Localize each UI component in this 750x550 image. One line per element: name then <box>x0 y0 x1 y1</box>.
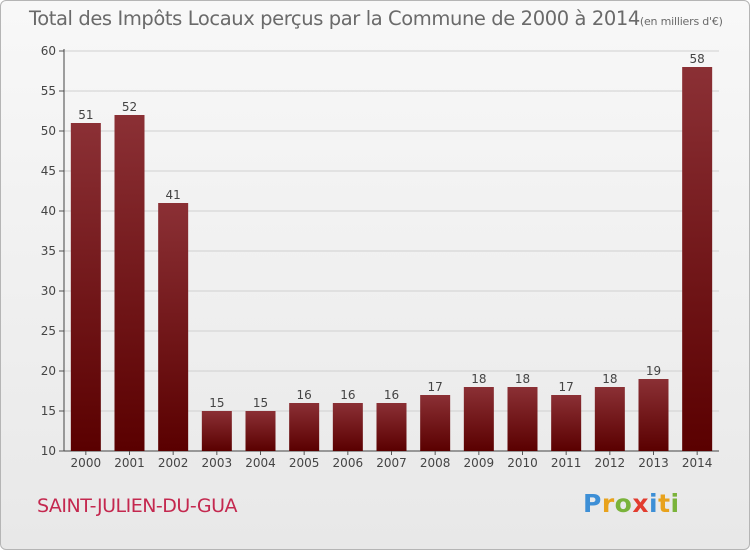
logo-letter: x <box>632 489 649 518</box>
x-tick-label: 2008 <box>420 456 451 470</box>
x-tick-label: 2014 <box>682 456 713 470</box>
y-tick-label: 55 <box>41 84 56 98</box>
y-tick-label: 20 <box>41 364 56 378</box>
x-tick-label: 2002 <box>158 456 189 470</box>
chart-title-main: Total des Impôts Locaux perçus par la Co… <box>29 7 640 30</box>
chart-title-unit: (en milliers d'€) <box>639 15 723 28</box>
bar-value-label: 16 <box>340 388 355 402</box>
x-tick-label: 2003 <box>202 456 233 470</box>
bar-value-labels: 51 52 41 15 15 16 16 16 17 18 18 17 18 19 58 <box>78 52 705 410</box>
bar-2009 <box>463 387 494 451</box>
axes: 10 15 20 25 30 35 40 45 50 55 60 2000 2001 2002 2003 20… <box>41 44 719 470</box>
bar-2000 <box>70 123 101 451</box>
y-tick-label: 40 <box>41 204 56 218</box>
bar-value-label: 17 <box>559 380 574 394</box>
bar-2008 <box>420 395 451 451</box>
x-tick-label: 2006 <box>333 456 364 470</box>
bar-value-label: 15 <box>253 396 268 410</box>
bar-2014 <box>682 67 713 451</box>
bar-value-label: 51 <box>78 108 93 122</box>
x-tick-label: 2005 <box>289 456 320 470</box>
bar-2012 <box>594 387 625 451</box>
x-tick-label: 2000 <box>71 456 102 470</box>
bar-2010 <box>507 387 538 451</box>
bar-value-label: 41 <box>166 188 181 202</box>
x-tick-label: 2012 <box>595 456 626 470</box>
logo-letter: i <box>649 489 659 518</box>
proxiti-logo: Proxiti <box>583 489 680 518</box>
y-tick-label: 50 <box>41 124 56 138</box>
bar-value-label: 16 <box>297 388 312 402</box>
bar-2005 <box>289 403 320 451</box>
bar-value-label: 52 <box>122 100 137 114</box>
x-tick-label: 2013 <box>638 456 669 470</box>
logo-letter: P <box>583 489 602 518</box>
logo-letter: i <box>670 489 680 518</box>
x-tick-label: 2001 <box>114 456 145 470</box>
y-tick-label: 30 <box>41 284 56 298</box>
y-tick-label: 15 <box>41 404 56 418</box>
x-tick-label: 2010 <box>507 456 538 470</box>
bar-value-label: 58 <box>690 52 705 66</box>
bar-value-label: 18 <box>515 372 530 386</box>
logo-letter: r <box>601 489 615 518</box>
bar-value-label: 18 <box>602 372 617 386</box>
logo-letter: t <box>658 489 671 518</box>
y-tick-label: 35 <box>41 244 56 258</box>
bar-2002 <box>158 203 189 451</box>
x-tick-label: 2007 <box>376 456 407 470</box>
commune-name: SAINT-JULIEN-DU-GUA <box>37 495 238 517</box>
bar-2001 <box>114 115 145 451</box>
bar-2007 <box>376 403 407 451</box>
y-tick-label: 25 <box>41 324 56 338</box>
bar-value-label: 19 <box>646 364 661 378</box>
x-tick-label: 2009 <box>464 456 495 470</box>
y-tick-label: 45 <box>41 164 56 178</box>
bar-value-label: 16 <box>384 388 399 402</box>
chart-title: Total des Impôts Locaux perçus par la Co… <box>29 7 723 30</box>
y-tick-label: 60 <box>41 44 56 58</box>
bar-2006 <box>332 403 363 451</box>
logo-letter: o <box>614 489 633 518</box>
bar-value-label: 17 <box>428 380 443 394</box>
bar-2013 <box>638 379 669 451</box>
bar-2004 <box>245 411 276 451</box>
bar-value-label: 15 <box>209 396 224 410</box>
y-tick-label: 10 <box>41 444 56 458</box>
bar-2003 <box>201 411 232 451</box>
x-tick-label: 2011 <box>551 456 582 470</box>
bar-2011 <box>551 395 582 451</box>
bars <box>70 67 713 451</box>
bar-value-label: 18 <box>471 372 486 386</box>
x-tick-label: 2004 <box>245 456 276 470</box>
